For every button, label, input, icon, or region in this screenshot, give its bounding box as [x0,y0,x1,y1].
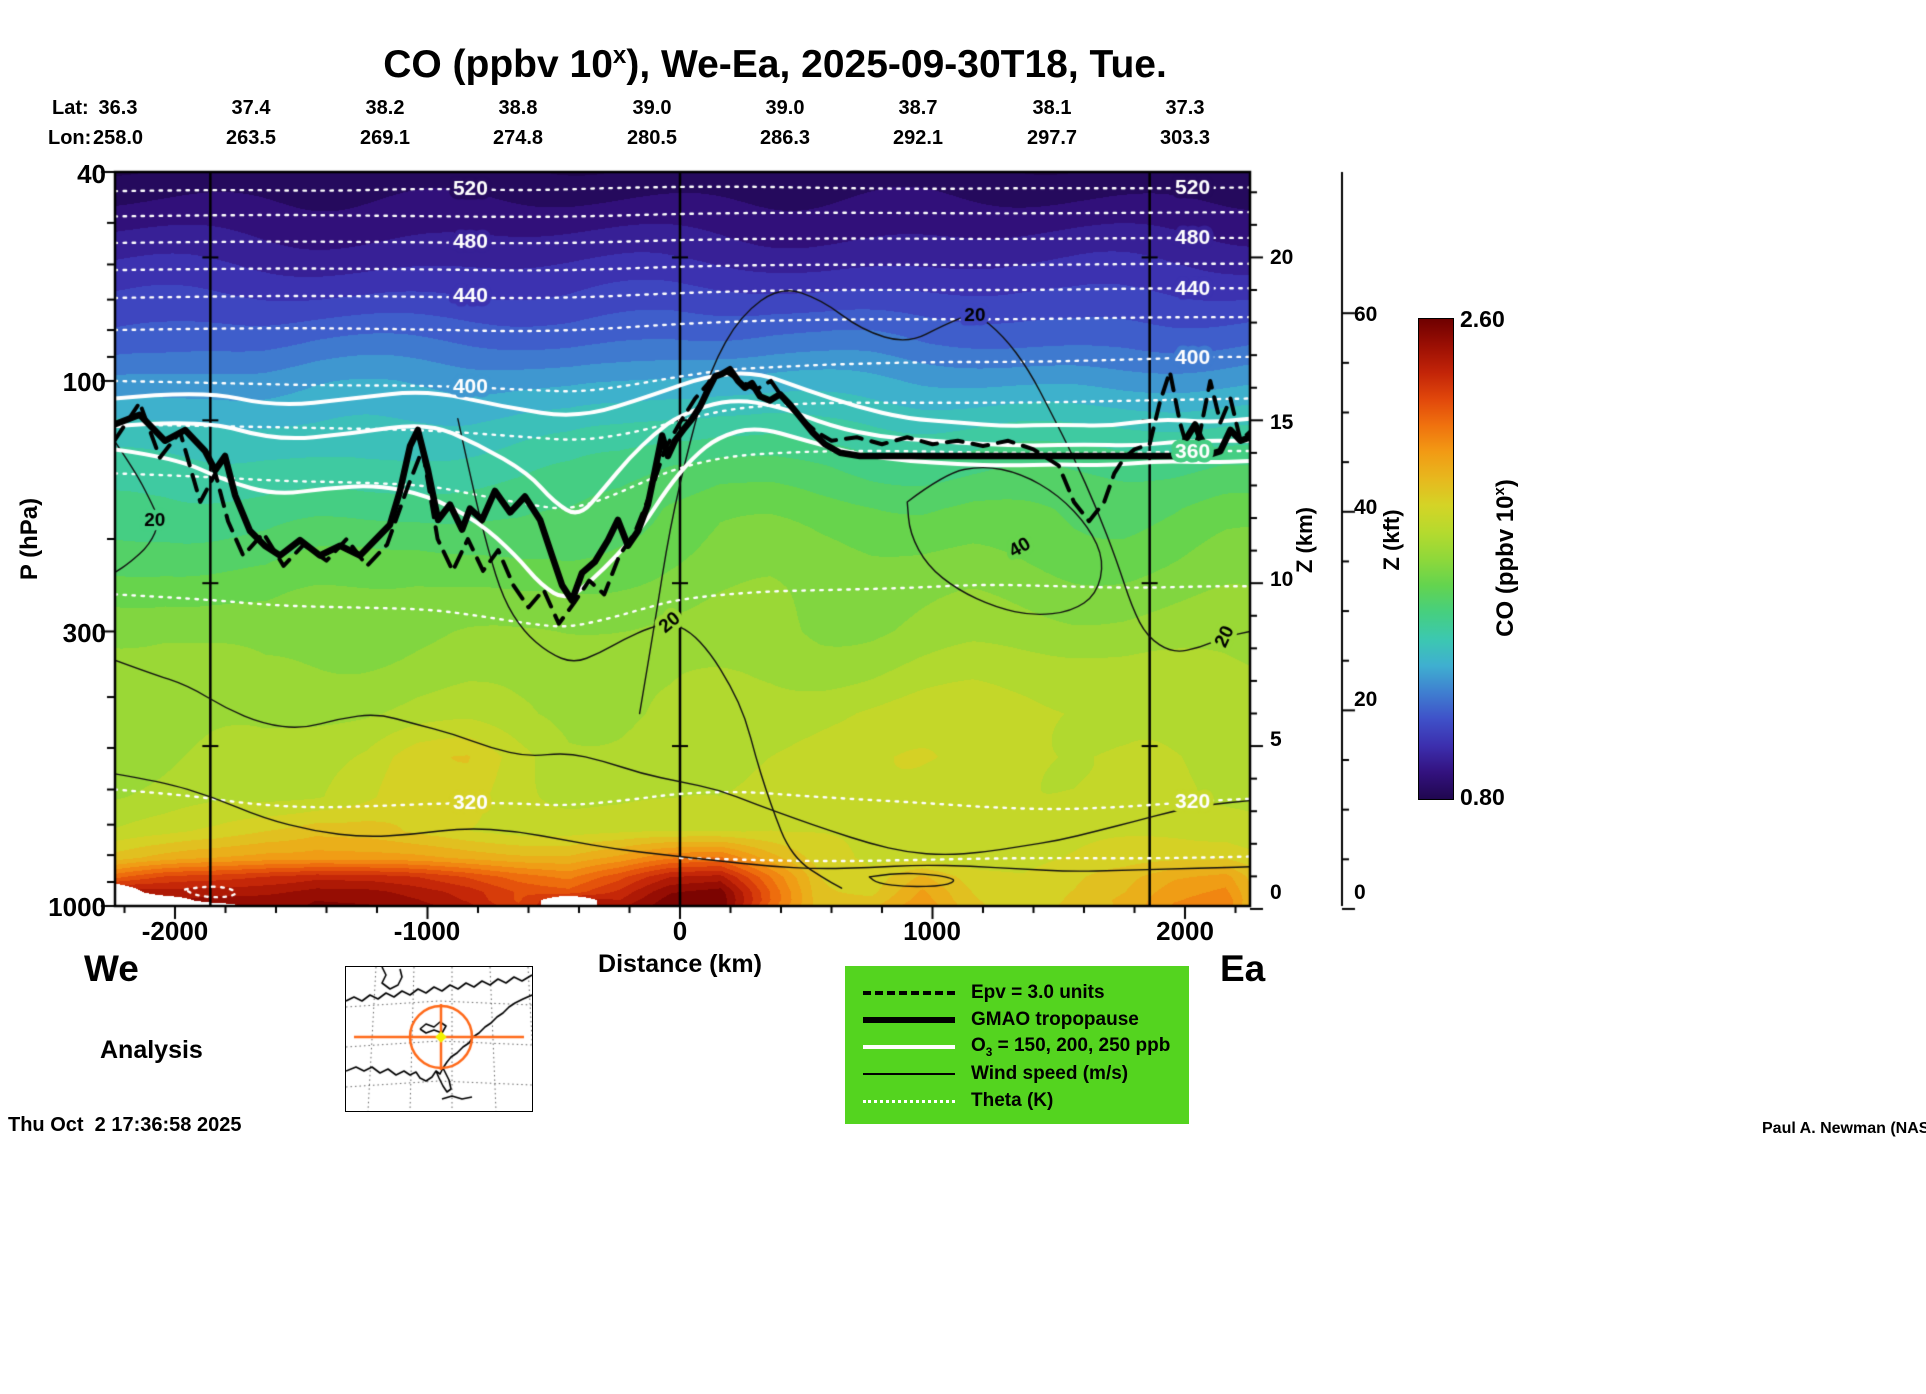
tropopause-line-sample [863,1017,955,1023]
lat-value: 36.3 [98,97,138,119]
zkft-tick-label: 0 [1354,881,1366,904]
pressure-axis-title: P (hPa) [16,497,43,581]
lon-value: 263.5 [225,127,277,149]
zkm-tick-label: 15 [1270,411,1294,434]
zkm-tick-label: 0 [1270,881,1282,904]
zkft-tick-label: 20 [1354,688,1378,711]
lat-label: Lat: [52,97,89,119]
distance-tick-label: 0 [672,916,688,946]
lon-value: 297.7 [1026,127,1078,149]
legend-label-theta: Theta (K) [971,1090,1054,1111]
legend-label-wind: Wind speed (m/s) [971,1063,1129,1084]
lat-value: 39.0 [765,97,805,119]
o3-label-suffix: = 150, 200, 250 ppb [992,1035,1171,1057]
pressure-tick-label: 1000 [48,892,106,922]
lon-value: 303.3 [1159,127,1211,149]
chart-title-sup: x [612,42,627,69]
map-canvas [346,967,532,1111]
map-inset [345,966,533,1112]
legend-item-wind: Wind speed (m/s) [863,1061,1171,1087]
chart-title: CO (ppbv 10x), We-Ea, 2025-09-30T18, Tue… [383,42,1167,87]
zkm-tick-label: 10 [1270,568,1294,591]
lon-label: Lon: [48,127,92,149]
colorbar-max-label: 2.60 [1460,306,1505,332]
distance-axis-title: Distance (km) [598,950,762,978]
theta-line-sample [863,1099,955,1103]
o3-label-prefix: O [971,1035,986,1057]
lat-value: 38.2 [365,97,405,119]
distance-tick-label: -2000 [141,916,209,946]
chart-title-suffix: ), We-Ea, 2025-09-30T18, Tue. [626,43,1167,86]
distance-tick-label: 1000 [903,916,961,946]
pressure-tick-label: 100 [62,367,106,397]
credit: Paul A. Newman (NASA [1762,1120,1926,1137]
zkm-tick-label: 5 [1270,728,1282,751]
distance-tick-label: -1000 [393,916,461,946]
pressure-tick-label: 40 [77,159,106,189]
legend: Epv = 3.0 units GMAO tropopause O3 = 150… [845,966,1189,1124]
lon-value: 280.5 [626,127,678,149]
zkft-tick-label: 60 [1354,303,1378,326]
lat-value: 39.0 [632,97,672,119]
lat-value: 38.7 [898,97,938,119]
timestamp: Thu Oct 2 17:36:58 2025 [8,1114,242,1136]
lat-value: 38.8 [498,97,538,119]
legend-item-o3: O3 = 150, 200, 250 ppb [863,1034,1171,1060]
chart-title-prefix: CO (ppbv 10 [383,43,613,86]
lon-value: 286.3 [759,127,811,149]
lat-value: 38.1 [1032,97,1072,119]
zkm-tick-label: 20 [1270,246,1294,269]
zkft-tick-label: 40 [1354,496,1378,519]
legend-item-epv: Epv = 3.0 units [863,980,1171,1006]
o3-label-sub: 3 [985,1045,993,1059]
east-endpoint-label: Ea [1220,948,1266,989]
legend-item-theta: Theta (K) [863,1088,1171,1114]
legend-label-o3: O3 = 150, 200, 250 ppb [971,1035,1170,1059]
o3-line-sample [863,1045,955,1049]
distance-tick-label: 2000 [1156,916,1214,946]
legend-item-tropopause: GMAO tropopause [863,1007,1171,1033]
zkm-axis-title: Z (km) [1292,507,1317,573]
colorbar-title-sup: x [1492,487,1508,496]
zkft-axis-title: Z (kft) [1379,509,1404,571]
lon-value: 292.1 [892,127,944,149]
colorbar-title-suffix: ) [1492,479,1519,488]
legend-label-tropopause: GMAO tropopause [971,1009,1139,1030]
colorbar-min-label: 0.80 [1460,784,1505,810]
pressure-tick-label: 300 [62,618,106,648]
lon-value: 274.8 [492,127,544,149]
analysis-label: Analysis [100,1036,203,1064]
west-endpoint-label: We [84,948,139,989]
lat-value: 37.4 [231,97,271,119]
colorbar [1418,318,1454,800]
lon-value: 269.1 [359,127,411,149]
epv-line-sample [863,991,955,995]
wind-line-sample [863,1073,955,1075]
lat-value: 37.3 [1165,97,1205,119]
colorbar-title: CO (ppbv 10x) [1492,479,1520,637]
legend-label-epv: Epv = 3.0 units [971,982,1105,1003]
colorbar-title-prefix: CO (ppbv 10 [1492,495,1519,637]
lon-value: 258.0 [92,127,144,149]
